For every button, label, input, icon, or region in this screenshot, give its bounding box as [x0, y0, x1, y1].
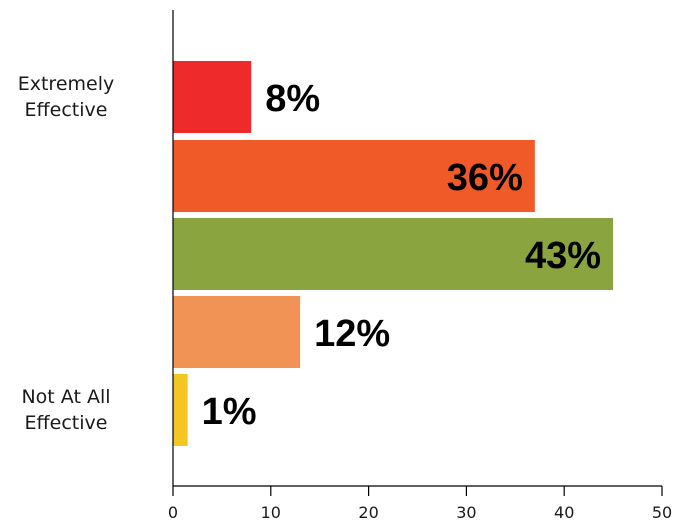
value-label-5: 1%	[202, 391, 257, 433]
x-tick-label-20: 20	[358, 503, 378, 522]
value-labels-layer: 8% 36%43% 12% 1%	[202, 78, 601, 433]
category-label-1: Extremely Effective	[18, 73, 115, 121]
bar-5	[173, 374, 188, 446]
x-tick-label-30: 30	[456, 503, 476, 522]
bar-1	[173, 61, 252, 133]
bars-layer	[173, 61, 614, 446]
value-label-1: 8%	[265, 78, 320, 120]
bar-4	[173, 296, 301, 368]
bar-3	[173, 218, 614, 290]
axes-layer: 0 10 20 30 40 50	[168, 10, 672, 522]
value-label-4: 12%	[314, 313, 390, 355]
value-label-3: 43%	[525, 235, 601, 277]
x-tick-label-40: 40	[554, 503, 574, 522]
x-tick-label-10: 10	[261, 503, 281, 522]
bar-2	[173, 140, 535, 212]
x-tick-label-50: 50	[652, 503, 672, 522]
category-labels-layer: Extremely Effective Not At All Effective	[18, 73, 115, 434]
value-label-2: 36%	[447, 157, 523, 199]
category-label-5: Not At All Effective	[21, 386, 110, 434]
x-tick-label-0: 0	[168, 503, 178, 522]
